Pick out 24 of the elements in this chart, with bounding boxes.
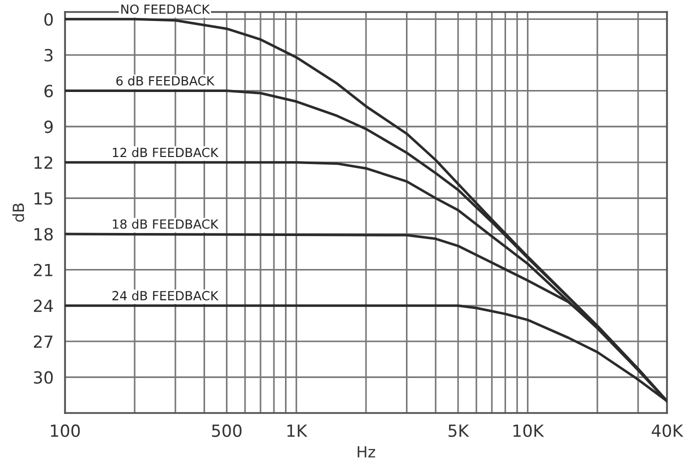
x-tick-label: 40K xyxy=(652,424,684,438)
y-tick-label: 9 xyxy=(44,120,53,134)
series-label: NO FEEDBACK xyxy=(121,4,210,14)
x-tick-label: 500 xyxy=(212,424,242,438)
series-label: 12 dB FEEDBACK xyxy=(112,148,219,158)
series-label: 24 dB FEEDBACK xyxy=(112,290,219,300)
y-tick-label: 3 xyxy=(44,48,53,62)
y-tick-label: 6 xyxy=(44,84,53,98)
y-tick-label: 15 xyxy=(34,192,52,205)
x-tick-label: 10K xyxy=(513,424,544,438)
x-tick-label: 100 xyxy=(50,424,80,438)
y-tick-label: 21 xyxy=(34,264,52,276)
x-tick-label: 1K xyxy=(287,424,308,437)
x-tick-label: 5K xyxy=(448,424,470,438)
x-axis-title: Hz xyxy=(358,446,376,458)
y-tick-label: 0 xyxy=(44,13,53,26)
y-tick-label: 18 xyxy=(34,228,53,241)
y-tick-label: 24 xyxy=(34,300,53,312)
y-tick-label: 30 xyxy=(34,371,53,384)
y-tick-label: 27 xyxy=(34,335,52,348)
y-axis-title: dB xyxy=(12,203,24,222)
series-label: 18 dB FEEDBACK xyxy=(112,219,219,229)
series-label: 6 dB FEEDBACK xyxy=(116,76,215,86)
y-tick-label: 12 xyxy=(34,156,52,169)
